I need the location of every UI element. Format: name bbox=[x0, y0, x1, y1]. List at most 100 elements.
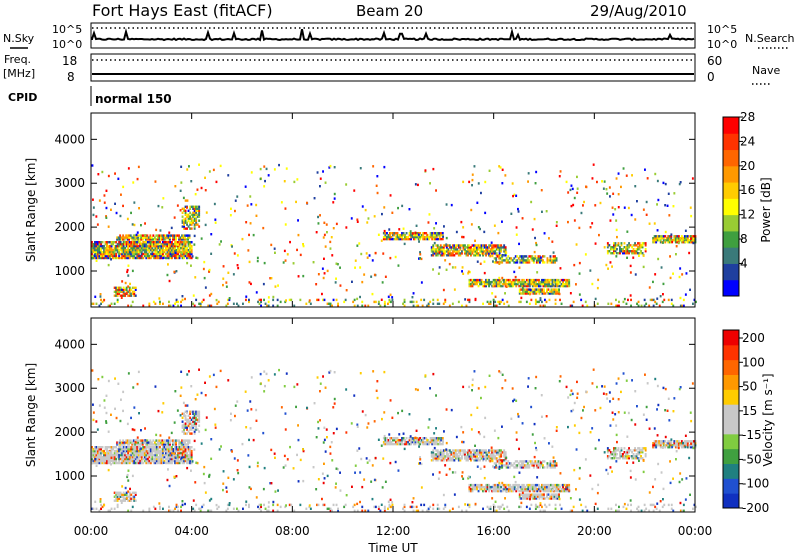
power-cell bbox=[189, 244, 192, 248]
velocity-cell bbox=[505, 466, 508, 469]
velocity-cell bbox=[168, 451, 170, 455]
velocity-cell bbox=[181, 416, 184, 419]
power-cell bbox=[479, 250, 481, 253]
velocity-cell bbox=[119, 457, 122, 461]
power-cell bbox=[410, 235, 412, 239]
power-cell bbox=[607, 302, 610, 305]
power-cell bbox=[384, 275, 387, 278]
power-cell bbox=[664, 182, 667, 186]
power-cell bbox=[489, 302, 492, 305]
power-cell bbox=[673, 192, 676, 195]
velocity-cell bbox=[186, 461, 188, 465]
power-cell bbox=[187, 253, 190, 256]
power-cell bbox=[448, 304, 451, 307]
velocity-cell bbox=[483, 489, 486, 493]
velocity-cell bbox=[95, 457, 98, 461]
velocity-cell bbox=[641, 451, 644, 454]
power-cell bbox=[534, 298, 537, 302]
velocity-cell bbox=[665, 444, 668, 447]
power-cell bbox=[184, 219, 187, 222]
power-cell bbox=[97, 173, 100, 176]
velocity-cell bbox=[124, 451, 127, 455]
power-cell bbox=[397, 264, 400, 267]
velocity-cell bbox=[383, 505, 386, 509]
power-cell bbox=[445, 254, 448, 257]
velocity-cell bbox=[495, 457, 498, 460]
power-cell bbox=[505, 259, 508, 262]
velocity-cell bbox=[514, 460, 517, 463]
velocity-cell bbox=[520, 501, 523, 505]
power-cell bbox=[178, 248, 181, 252]
power-cell bbox=[468, 244, 471, 247]
velocity-cell bbox=[159, 446, 161, 449]
velocity-cell bbox=[139, 461, 142, 465]
velocity-cell bbox=[662, 444, 665, 447]
power-cell bbox=[118, 286, 121, 289]
velocity-cell bbox=[382, 437, 385, 440]
velocity-cell bbox=[97, 461, 99, 465]
velocity-cell bbox=[390, 437, 393, 440]
power-cell bbox=[110, 302, 113, 305]
nave-label: Nave bbox=[752, 64, 780, 77]
power-cell bbox=[160, 254, 163, 258]
velocity-cell bbox=[168, 449, 170, 453]
velocity-cell bbox=[389, 437, 391, 440]
power-cell bbox=[638, 246, 641, 249]
velocity-cell bbox=[130, 416, 132, 420]
power-cell bbox=[509, 278, 512, 282]
power-cell bbox=[168, 254, 170, 258]
velocity-cell bbox=[371, 497, 374, 501]
velocity-cell bbox=[391, 501, 394, 504]
velocity-cell bbox=[177, 455, 179, 459]
power-cell bbox=[537, 261, 540, 264]
velocity-cell bbox=[522, 462, 525, 465]
power-cell bbox=[165, 244, 167, 248]
velocity-cell bbox=[635, 455, 638, 458]
velocity-cell bbox=[422, 439, 425, 442]
power-cell bbox=[255, 214, 258, 217]
power-cell bbox=[104, 248, 107, 252]
velocity-cell bbox=[94, 448, 96, 451]
velocity-cell bbox=[245, 426, 248, 429]
power-cell bbox=[518, 288, 521, 291]
power-cell bbox=[159, 254, 161, 258]
velocity-cell bbox=[468, 505, 471, 509]
power-cell bbox=[415, 304, 418, 307]
velocity-cell bbox=[188, 441, 191, 444]
velocity-cell bbox=[98, 453, 101, 457]
velocity-cell bbox=[545, 489, 548, 493]
power-cell bbox=[634, 185, 637, 188]
velocity-cell bbox=[107, 461, 110, 465]
power-cell bbox=[505, 251, 508, 254]
power-cell bbox=[131, 236, 134, 239]
power-cell bbox=[625, 248, 627, 251]
velocity-cell bbox=[165, 449, 167, 453]
power-cell bbox=[379, 304, 382, 307]
power-cell bbox=[637, 248, 639, 251]
power-cell bbox=[168, 243, 170, 246]
power-cell bbox=[450, 252, 453, 255]
velocity-cell bbox=[181, 441, 183, 444]
power-cell bbox=[531, 228, 534, 231]
velocity-cell bbox=[149, 443, 152, 446]
power-cell bbox=[504, 248, 507, 251]
power-cell bbox=[681, 273, 684, 276]
velocity-cell bbox=[495, 483, 498, 487]
nsky-panel-frame bbox=[90, 22, 696, 49]
velocity-cell bbox=[493, 466, 496, 469]
velocity-cell bbox=[179, 441, 182, 444]
power-cell bbox=[552, 288, 554, 291]
velocity-cell bbox=[265, 372, 268, 376]
power-cell bbox=[662, 239, 665, 242]
velocity-cell bbox=[198, 410, 201, 413]
power-cell bbox=[552, 255, 555, 258]
velocity-cell bbox=[180, 448, 182, 451]
power-cell bbox=[448, 250, 451, 253]
power-cell bbox=[557, 280, 560, 284]
velocity-cell bbox=[499, 462, 502, 465]
velocity-cell bbox=[539, 461, 542, 464]
velocity-cell bbox=[457, 455, 460, 458]
power-cell bbox=[420, 234, 423, 237]
velocity-cell bbox=[469, 457, 472, 460]
velocity-cell bbox=[683, 442, 686, 445]
